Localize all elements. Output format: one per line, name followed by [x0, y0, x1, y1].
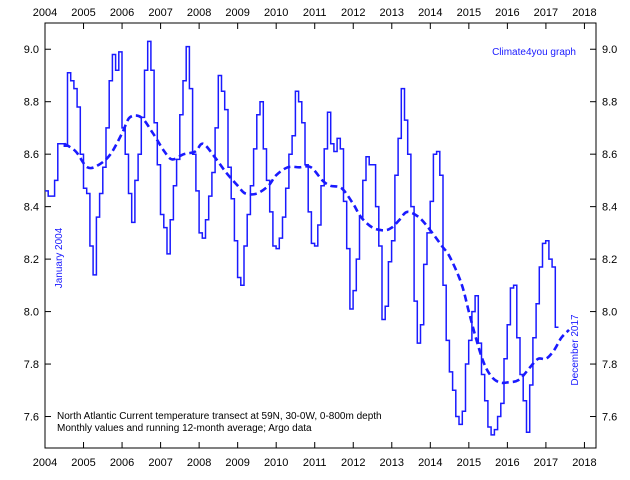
y-tick-label-right: 8.8 — [602, 97, 617, 109]
x-tick-label-bottom: 2014 — [418, 457, 442, 469]
y-tick-label-right: 8.4 — [602, 202, 617, 214]
x-tick-label-top: 2017 — [534, 7, 558, 19]
x-tick-label-bottom: 2017 — [534, 457, 558, 469]
x-tick-label-top: 2014 — [418, 7, 442, 19]
y-tick-label-right: 7.6 — [602, 412, 617, 424]
y-tick-label-right: 7.8 — [602, 359, 617, 371]
x-tick-label-top: 2007 — [148, 7, 172, 19]
y-tick-label-right: 9.0 — [602, 44, 617, 56]
x-tick-label-bottom: 2011 — [303, 457, 327, 469]
y-tick-label-left: 8.0 — [24, 307, 39, 319]
caption-line-2: Monthly values and running 12-month aver… — [57, 423, 312, 434]
x-tick-label-bottom: 2008 — [187, 457, 211, 469]
y-tick-label-right: 8.0 — [602, 307, 617, 319]
end-label: December 2017 — [570, 314, 581, 386]
x-tick-label-top: 2006 — [110, 7, 134, 19]
y-tick-label-left: 8.2 — [24, 254, 39, 266]
credit-label: Climate4you graph — [492, 47, 576, 58]
y-axis-ticks: 7.6 7.6 7.8 7.8 8.0 8.0 8.2 8.2 8.4 8.4 8.6 8.6 8.8 8… — [24, 44, 618, 423]
x-tick-label-top: 2015 — [457, 7, 481, 19]
x-tick-label-bottom: 2012 — [341, 457, 365, 469]
x-tick-label-bottom: 2007 — [148, 457, 172, 469]
y-tick-label-left: 8.8 — [24, 97, 39, 109]
x-tick-label-top: 2018 — [572, 7, 596, 19]
caption-line-1: North Atlantic Current temperature trans… — [57, 411, 382, 422]
x-tick-label-bottom: 2010 — [264, 457, 288, 469]
x-axis-ticks: 2004 2004 2005 2005 2006 2006 2007 2007 2008 2008… — [33, 7, 597, 469]
monthly-values-line — [45, 40, 559, 436]
x-tick-label-bottom: 2013 — [380, 457, 404, 469]
running-average-line — [63, 114, 570, 385]
y-tick-label-left: 8.6 — [24, 149, 39, 161]
x-tick-label-top: 2005 — [71, 7, 95, 19]
start-label: January 2004 — [54, 227, 65, 288]
plot-frame — [44, 22, 597, 449]
x-tick-label-top: 2008 — [187, 7, 211, 19]
x-tick-label-bottom: 2009 — [225, 457, 249, 469]
x-tick-label-top: 2011 — [303, 7, 327, 19]
y-tick-label-right: 8.2 — [602, 254, 617, 266]
x-tick-label-bottom: 2016 — [495, 457, 519, 469]
y-tick-label-left: 7.8 — [24, 359, 39, 371]
x-tick-label-top: 2013 — [380, 7, 404, 19]
x-tick-label-bottom: 2018 — [572, 457, 596, 469]
x-tick-label-bottom: 2006 — [110, 457, 134, 469]
x-tick-label-top: 2010 — [264, 7, 288, 19]
y-tick-label-left: 8.4 — [24, 202, 39, 214]
x-tick-label-top: 2009 — [225, 7, 249, 19]
x-tick-label-top: 2004 — [33, 7, 57, 19]
x-tick-label-top: 2012 — [341, 7, 365, 19]
y-tick-label-left: 7.6 — [24, 412, 39, 424]
x-tick-label-bottom: 2004 — [33, 457, 57, 469]
y-tick-label-left: 9.0 — [24, 44, 39, 56]
y-tick-label-right: 8.6 — [602, 149, 617, 161]
x-tick-label-top: 2016 — [495, 7, 519, 19]
x-tick-label-bottom: 2005 — [71, 457, 95, 469]
x-tick-label-bottom: 2015 — [457, 457, 481, 469]
